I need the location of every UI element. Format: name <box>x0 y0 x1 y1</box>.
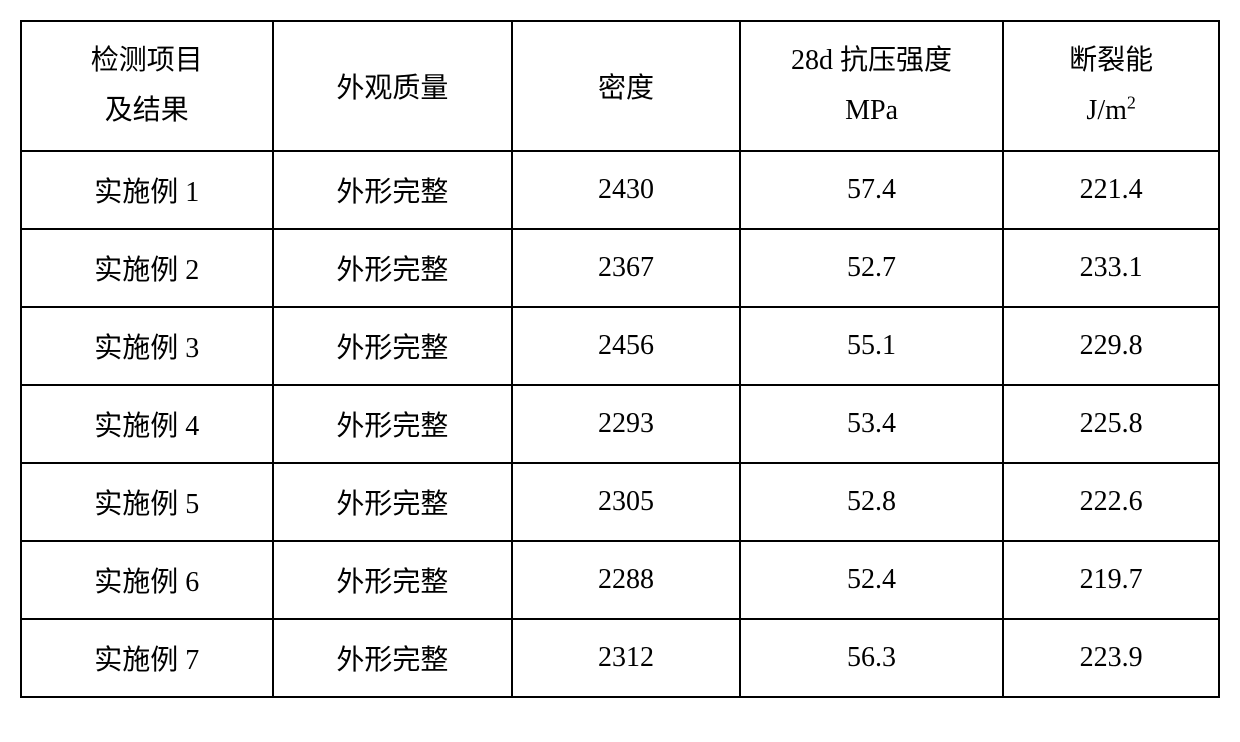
cell-fracture: 229.8 <box>1003 307 1219 385</box>
cell-name: 实施例 5 <box>21 463 273 541</box>
cell-name: 实施例 1 <box>21 151 273 229</box>
table-row: 实施例 6 外形完整 2288 52.4 219.7 <box>21 541 1219 619</box>
cell-strength: 55.1 <box>740 307 1004 385</box>
cell-density: 2367 <box>512 229 740 307</box>
cell-density: 2430 <box>512 151 740 229</box>
cell-fracture: 233.1 <box>1003 229 1219 307</box>
cell-strength: 53.4 <box>740 385 1004 463</box>
cell-appearance: 外形完整 <box>273 541 513 619</box>
data-table: 检测项目 及结果 外观质量 密度 28d 抗压强度 MPa 断裂能 J/m2 实… <box>20 20 1220 698</box>
cell-name: 实施例 6 <box>21 541 273 619</box>
cell-name: 实施例 2 <box>21 229 273 307</box>
header-density: 密度 <box>512 21 740 151</box>
cell-density: 2293 <box>512 385 740 463</box>
cell-density: 2456 <box>512 307 740 385</box>
table-row: 实施例 1 外形完整 2430 57.4 221.4 <box>21 151 1219 229</box>
cell-appearance: 外形完整 <box>273 385 513 463</box>
table-row: 实施例 3 外形完整 2456 55.1 229.8 <box>21 307 1219 385</box>
header-appearance: 外观质量 <box>273 21 513 151</box>
cell-density: 2288 <box>512 541 740 619</box>
header-col4-line2: MPa <box>749 86 995 136</box>
table-row: 实施例 7 外形完整 2312 56.3 223.9 <box>21 619 1219 697</box>
header-col5-line2: J/m2 <box>1012 86 1210 136</box>
cell-appearance: 外形完整 <box>273 307 513 385</box>
header-col4-line1: 28d 抗压强度 <box>749 36 995 86</box>
cell-strength: 56.3 <box>740 619 1004 697</box>
header-fracture: 断裂能 J/m2 <box>1003 21 1219 151</box>
cell-density: 2312 <box>512 619 740 697</box>
cell-appearance: 外形完整 <box>273 229 513 307</box>
cell-strength: 52.7 <box>740 229 1004 307</box>
table-row: 实施例 5 外形完整 2305 52.8 222.6 <box>21 463 1219 541</box>
cell-density: 2305 <box>512 463 740 541</box>
cell-strength: 57.4 <box>740 151 1004 229</box>
header-row: 检测项目 及结果 外观质量 密度 28d 抗压强度 MPa 断裂能 J/m2 <box>21 21 1219 151</box>
cell-appearance: 外形完整 <box>273 619 513 697</box>
header-col1-line2: 及结果 <box>30 86 264 136</box>
cell-fracture: 225.8 <box>1003 385 1219 463</box>
header-test-items: 检测项目 及结果 <box>21 21 273 151</box>
cell-fracture: 219.7 <box>1003 541 1219 619</box>
header-col1-line1: 检测项目 <box>30 36 264 86</box>
cell-fracture: 223.9 <box>1003 619 1219 697</box>
header-col5-line1: 断裂能 <box>1012 36 1210 86</box>
cell-fracture: 221.4 <box>1003 151 1219 229</box>
cell-appearance: 外形完整 <box>273 151 513 229</box>
table-body: 实施例 1 外形完整 2430 57.4 221.4 实施例 2 外形完整 23… <box>21 151 1219 697</box>
cell-name: 实施例 7 <box>21 619 273 697</box>
cell-strength: 52.4 <box>740 541 1004 619</box>
cell-name: 实施例 3 <box>21 307 273 385</box>
header-strength: 28d 抗压强度 MPa <box>740 21 1004 151</box>
cell-strength: 52.8 <box>740 463 1004 541</box>
cell-fracture: 222.6 <box>1003 463 1219 541</box>
table-row: 实施例 4 外形完整 2293 53.4 225.8 <box>21 385 1219 463</box>
table-row: 实施例 2 外形完整 2367 52.7 233.1 <box>21 229 1219 307</box>
cell-name: 实施例 4 <box>21 385 273 463</box>
cell-appearance: 外形完整 <box>273 463 513 541</box>
